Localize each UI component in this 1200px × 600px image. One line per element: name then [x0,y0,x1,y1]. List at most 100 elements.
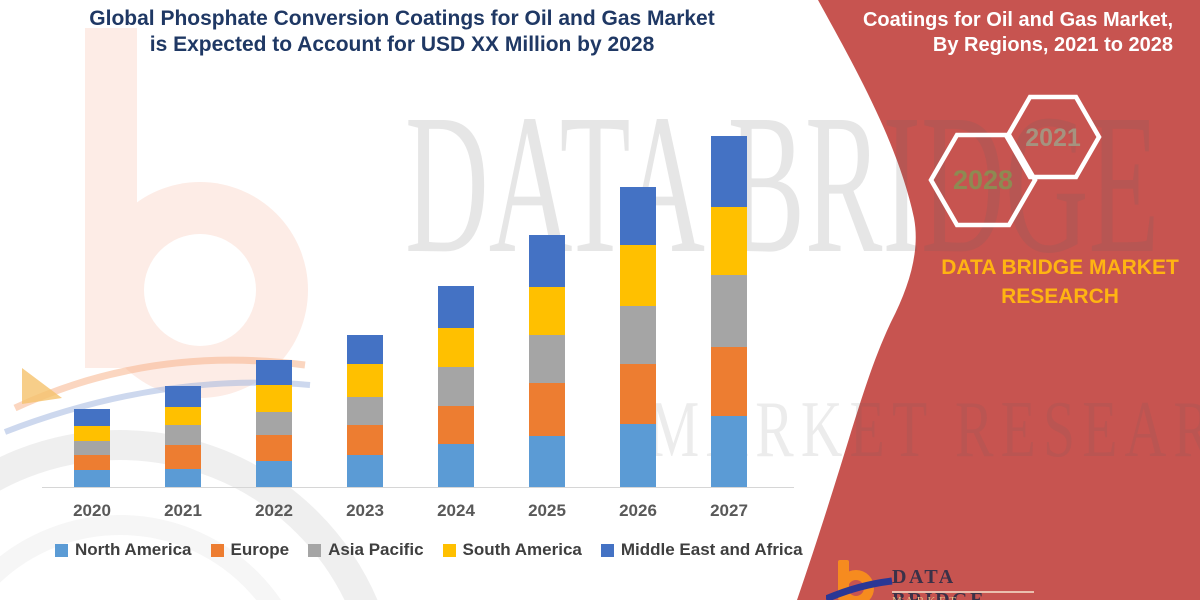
x-axis-line [42,487,794,488]
legend-swatch [600,543,614,557]
footer-divider [892,591,1034,593]
bar-segment-europe [711,347,747,416]
footer-brand-text: DATA BRIDGE [892,566,986,600]
footer-brand-subtext: MARKET RESEARCH [892,595,977,600]
bar-segment-north-america [165,469,201,487]
legend-label: Asia Pacific [328,540,424,559]
bar-segment-middle-east-and-africa [529,235,565,287]
page-title-line1: Global Phosphate Conversion Coatings for… [89,7,715,30]
panel-title-line1: Coatings for Oil and Gas Market, [862,9,1173,31]
bar-segment-europe [438,406,474,444]
hexagon-2028 [928,132,1038,228]
x-axis-label-2020: 2020 [73,501,111,520]
x-axis-label-2022: 2022 [255,501,293,520]
bar-segment-south-america [74,426,110,441]
legend-label: North America [75,540,192,559]
bar-2020 [74,409,110,487]
side-panel-shape [797,0,1200,600]
bar-segment-europe [620,364,656,424]
page-title: Global Phosphate Conversion Coatings for… [32,6,772,58]
bar-segment-north-america [256,461,292,487]
logo-wedge-yellow [22,368,62,404]
panel-title-line2: By Regions, 2021 to 2028 [932,34,1173,56]
bar-segment-north-america [347,455,383,487]
x-axis-label-2025: 2025 [528,501,566,520]
bar-segment-asia-pacific [711,275,747,347]
bar-segment-europe [529,383,565,436]
bar-2023 [347,335,383,487]
bar-segment-south-america [620,245,656,306]
x-axis-label-2023: 2023 [346,501,384,520]
legend-item-europe: Europe [210,540,290,560]
bar-segment-north-america [438,444,474,487]
bar-2026 [620,187,656,487]
corner-arc-outer [0,430,378,600]
bar-segment-south-america [347,364,383,397]
bar-segment-asia-pacific [347,397,383,425]
bar-segment-middle-east-and-africa [620,187,656,245]
x-axis-label-2026: 2026 [619,501,657,520]
x-axis-label-2027: 2027 [710,501,748,520]
footer-databridge-logo [826,560,893,600]
legend-item-south-america: South America [442,540,582,560]
bar-segment-north-america [620,424,656,487]
legend-item-middle-east-and-africa: Middle East and Africa [600,540,803,560]
bar-segment-middle-east-and-africa [256,360,292,385]
legend-label: South America [462,540,582,559]
bar-segment-asia-pacific [256,412,292,435]
brand-wordmark: DATA BRIDGE MARKET RESEARCH [920,253,1200,311]
corner-arc-inner [0,515,281,600]
bar-segment-south-america [256,385,292,412]
bar-segment-south-america [711,207,747,275]
legend-label: Europe [230,540,290,559]
bar-segment-europe [347,425,383,455]
legend-swatch [210,543,224,557]
bar-segment-south-america [438,328,474,367]
bar-2021 [165,386,201,487]
bar-segment-middle-east-and-africa [165,386,201,407]
legend-swatch [55,543,68,557]
bar-segment-middle-east-and-africa [74,409,110,426]
bar-segment-asia-pacific [620,306,656,364]
bar-segment-asia-pacific [438,367,474,406]
hexagon-2021-label: 2021 [1025,124,1081,152]
bar-segment-asia-pacific [74,441,110,455]
legend-item-north-america: North America [55,540,192,560]
bar-2024 [438,286,474,487]
bar-segment-north-america [74,470,110,487]
hexagon-2028-label: 2028 [953,165,1013,195]
legend-label: Middle East and Africa [620,540,803,559]
footer-blue-swoosh [826,577,893,600]
page-title-line2: is Expected to Account for USD XX Millio… [149,33,655,56]
panel-title: Coatings for Oil and Gas Market, By Regi… [845,8,1173,58]
bar-segment-asia-pacific [529,335,565,383]
bar-segment-middle-east-and-africa [347,335,383,364]
brand-line2: RESEARCH [1001,285,1119,308]
legend-swatch [308,543,322,557]
x-axis-label-2024: 2024 [437,501,475,520]
bar-2027 [711,136,747,487]
bar-segment-middle-east-and-africa [711,136,747,207]
chart-legend: North America Europe Asia Pacific South Ame… [55,540,803,560]
year-hexagons: 2028 2021 [928,94,1102,228]
x-axis-label-2021: 2021 [164,501,202,520]
bar-segment-europe [256,435,292,461]
bar-segment-south-america [529,287,565,335]
bar-segment-north-america [711,416,747,487]
bar-2025 [529,235,565,487]
bar-segment-south-america [165,407,201,425]
bar-segment-middle-east-and-africa [438,286,474,328]
bar-segment-north-america [529,436,565,487]
bar-segment-asia-pacific [165,425,201,445]
bar-segment-europe [74,455,110,470]
hexagon-2021 [1004,94,1102,180]
legend-item-asia-pacific: Asia Pacific [308,540,424,560]
logo-b-bowl-hole [144,234,256,346]
bar-segment-europe [165,445,201,469]
brand-line1: DATA BRIDGE MARKET [941,256,1179,279]
bar-2022 [256,360,292,487]
